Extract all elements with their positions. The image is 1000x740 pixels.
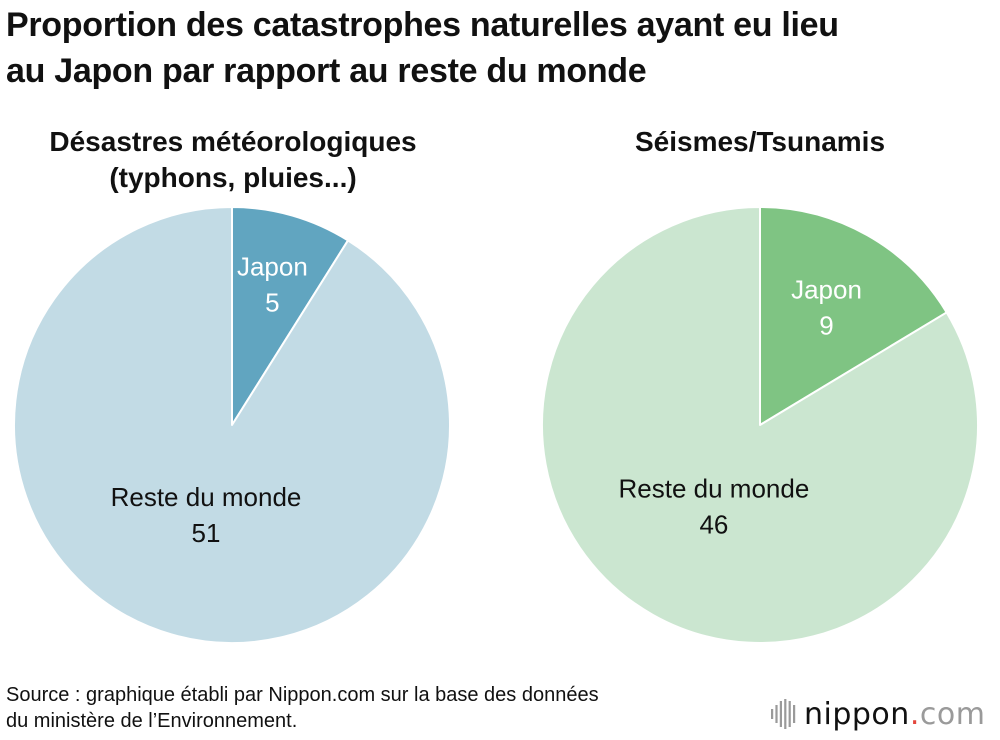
logo-bar (788, 701, 791, 727)
logo-bar (784, 699, 787, 729)
logo-text: nippon.com (804, 697, 985, 732)
logo-dot: . (909, 696, 920, 732)
pie-slice-reste-du-monde (540, 206, 979, 644)
title-line-1: Proportion des catastrophes naturelles a… (6, 6, 839, 44)
pie-title-weather-line-2: (typhons, pluies...) (109, 162, 357, 193)
logo-bar (779, 701, 782, 727)
slice-label-reste-du-monde: Reste du monde (111, 482, 302, 512)
pie-title-weather-line-1: Désastres météorologiques (49, 126, 417, 157)
chart-title-main: Proportion des catastrophes naturelles a… (6, 2, 996, 94)
pie-slice-reste-du-monde (13, 206, 452, 644)
slice-value-reste-du-monde: 51 (192, 518, 221, 548)
logo-suffix: com (919, 696, 986, 732)
pie-title-earthquake-line-1: Séismes/Tsunamis (634, 126, 886, 157)
logo-mark-icon (771, 699, 796, 729)
slice-label-reste-du-monde: Reste du monde (619, 474, 810, 504)
slice-label-japon: Japon (237, 252, 308, 282)
slice-value-reste-du-monde: 46 (699, 510, 728, 540)
source-note: Source : graphique établi par Nippon.com… (6, 682, 599, 734)
slice-value-japon: 9 (819, 310, 833, 340)
pie-slice-japon (759, 206, 948, 426)
pie-slice-japon (231, 206, 349, 426)
title-line-2: au Japon par rapport au reste du monde (6, 52, 647, 90)
logo-bar (775, 705, 778, 723)
logo-name: nippon (804, 696, 910, 732)
pie-title-weather: Désastres météorologiques (typhons, plui… (10, 124, 456, 196)
logo-bar (771, 709, 774, 719)
source-line-1: Source : graphique établi par Nippon.com… (6, 684, 599, 706)
pie-weather: Japon 5 Reste du monde 51 (13, 206, 452, 644)
source-line-2: du ministère de l’Environnement. (6, 710, 298, 732)
pie-earthquake: Japon 9 Reste du monde 46 (540, 206, 979, 644)
logo-bar (793, 705, 796, 723)
pie-title-earthquake: Séismes/Tsunamis (540, 124, 980, 160)
slice-label-japon: Japon (791, 274, 862, 304)
slice-value-japon: 5 (265, 288, 279, 318)
nippon-logo: nippon.com (770, 694, 985, 734)
